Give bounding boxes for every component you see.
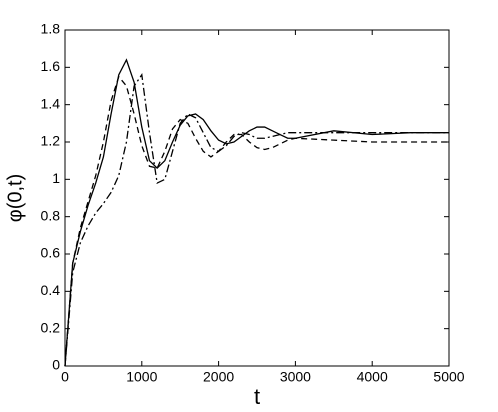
y-tick-label: 1.6 (41, 58, 61, 74)
x-tick-label: 2000 (203, 369, 234, 385)
series-line (64, 75, 449, 367)
series-line (64, 58, 449, 367)
x-axis-label: t (254, 384, 260, 409)
y-tick-label: 0.6 (41, 245, 61, 261)
x-tick-label: 3000 (280, 369, 311, 385)
x-tick-label: 1000 (126, 369, 157, 385)
y-tick-label: 1.2 (41, 133, 61, 149)
y-tick-label: 1.8 (41, 21, 61, 37)
y-tick-label: 0.8 (41, 207, 61, 223)
y-tick-label: 0.4 (41, 282, 61, 298)
x-tick-label: 0 (61, 369, 69, 385)
plot-frame (64, 29, 450, 367)
y-tick-label: 0 (52, 357, 60, 373)
y-tick-label: 1.4 (41, 95, 61, 111)
y-axis-label: φ(0,t) (4, 174, 26, 223)
x-tick-label: 4000 (357, 369, 388, 385)
series-line (64, 73, 449, 367)
y-tick-label: 0.2 (41, 319, 61, 335)
y-tick-label: 1 (52, 170, 60, 186)
x-tick-label: 5000 (433, 369, 464, 385)
